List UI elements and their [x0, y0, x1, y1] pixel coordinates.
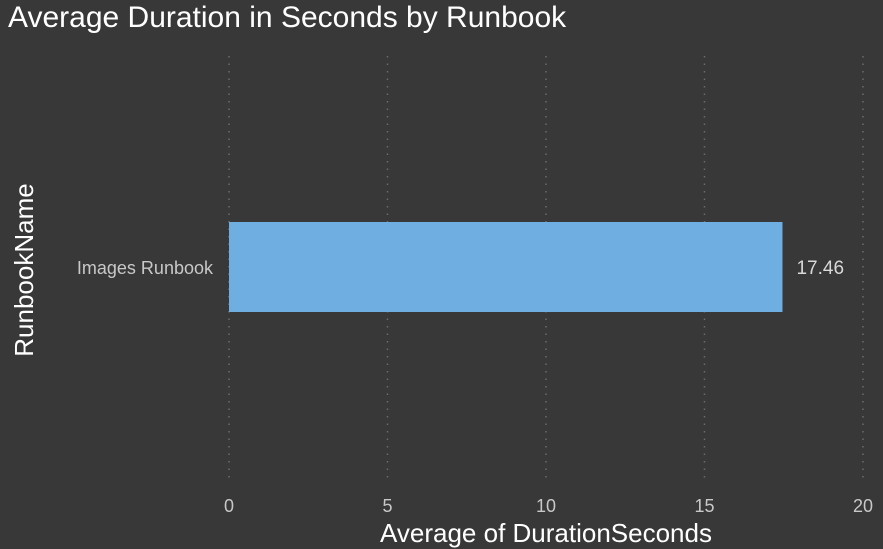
chart-title: Average Duration in Seconds by Runbook	[8, 1, 567, 34]
bar[interactable]	[229, 222, 783, 312]
y-tick-label: Images Runbook	[77, 258, 214, 278]
x-axis-ticks: 0 5 10 15 20	[224, 496, 873, 516]
data-label: 17.46	[796, 258, 844, 279]
x-tick-label: 20	[853, 496, 873, 516]
y-axis-title: RunbookName	[9, 183, 39, 356]
x-tick-label: 0	[224, 496, 234, 516]
x-tick-label: 10	[536, 496, 556, 516]
bars: 17.46	[229, 222, 844, 312]
x-tick-label: 15	[694, 496, 714, 516]
y-axis-ticks: Images Runbook	[77, 258, 214, 278]
x-axis-title: Average of DurationSeconds	[380, 518, 712, 548]
x-tick-label: 5	[382, 496, 392, 516]
